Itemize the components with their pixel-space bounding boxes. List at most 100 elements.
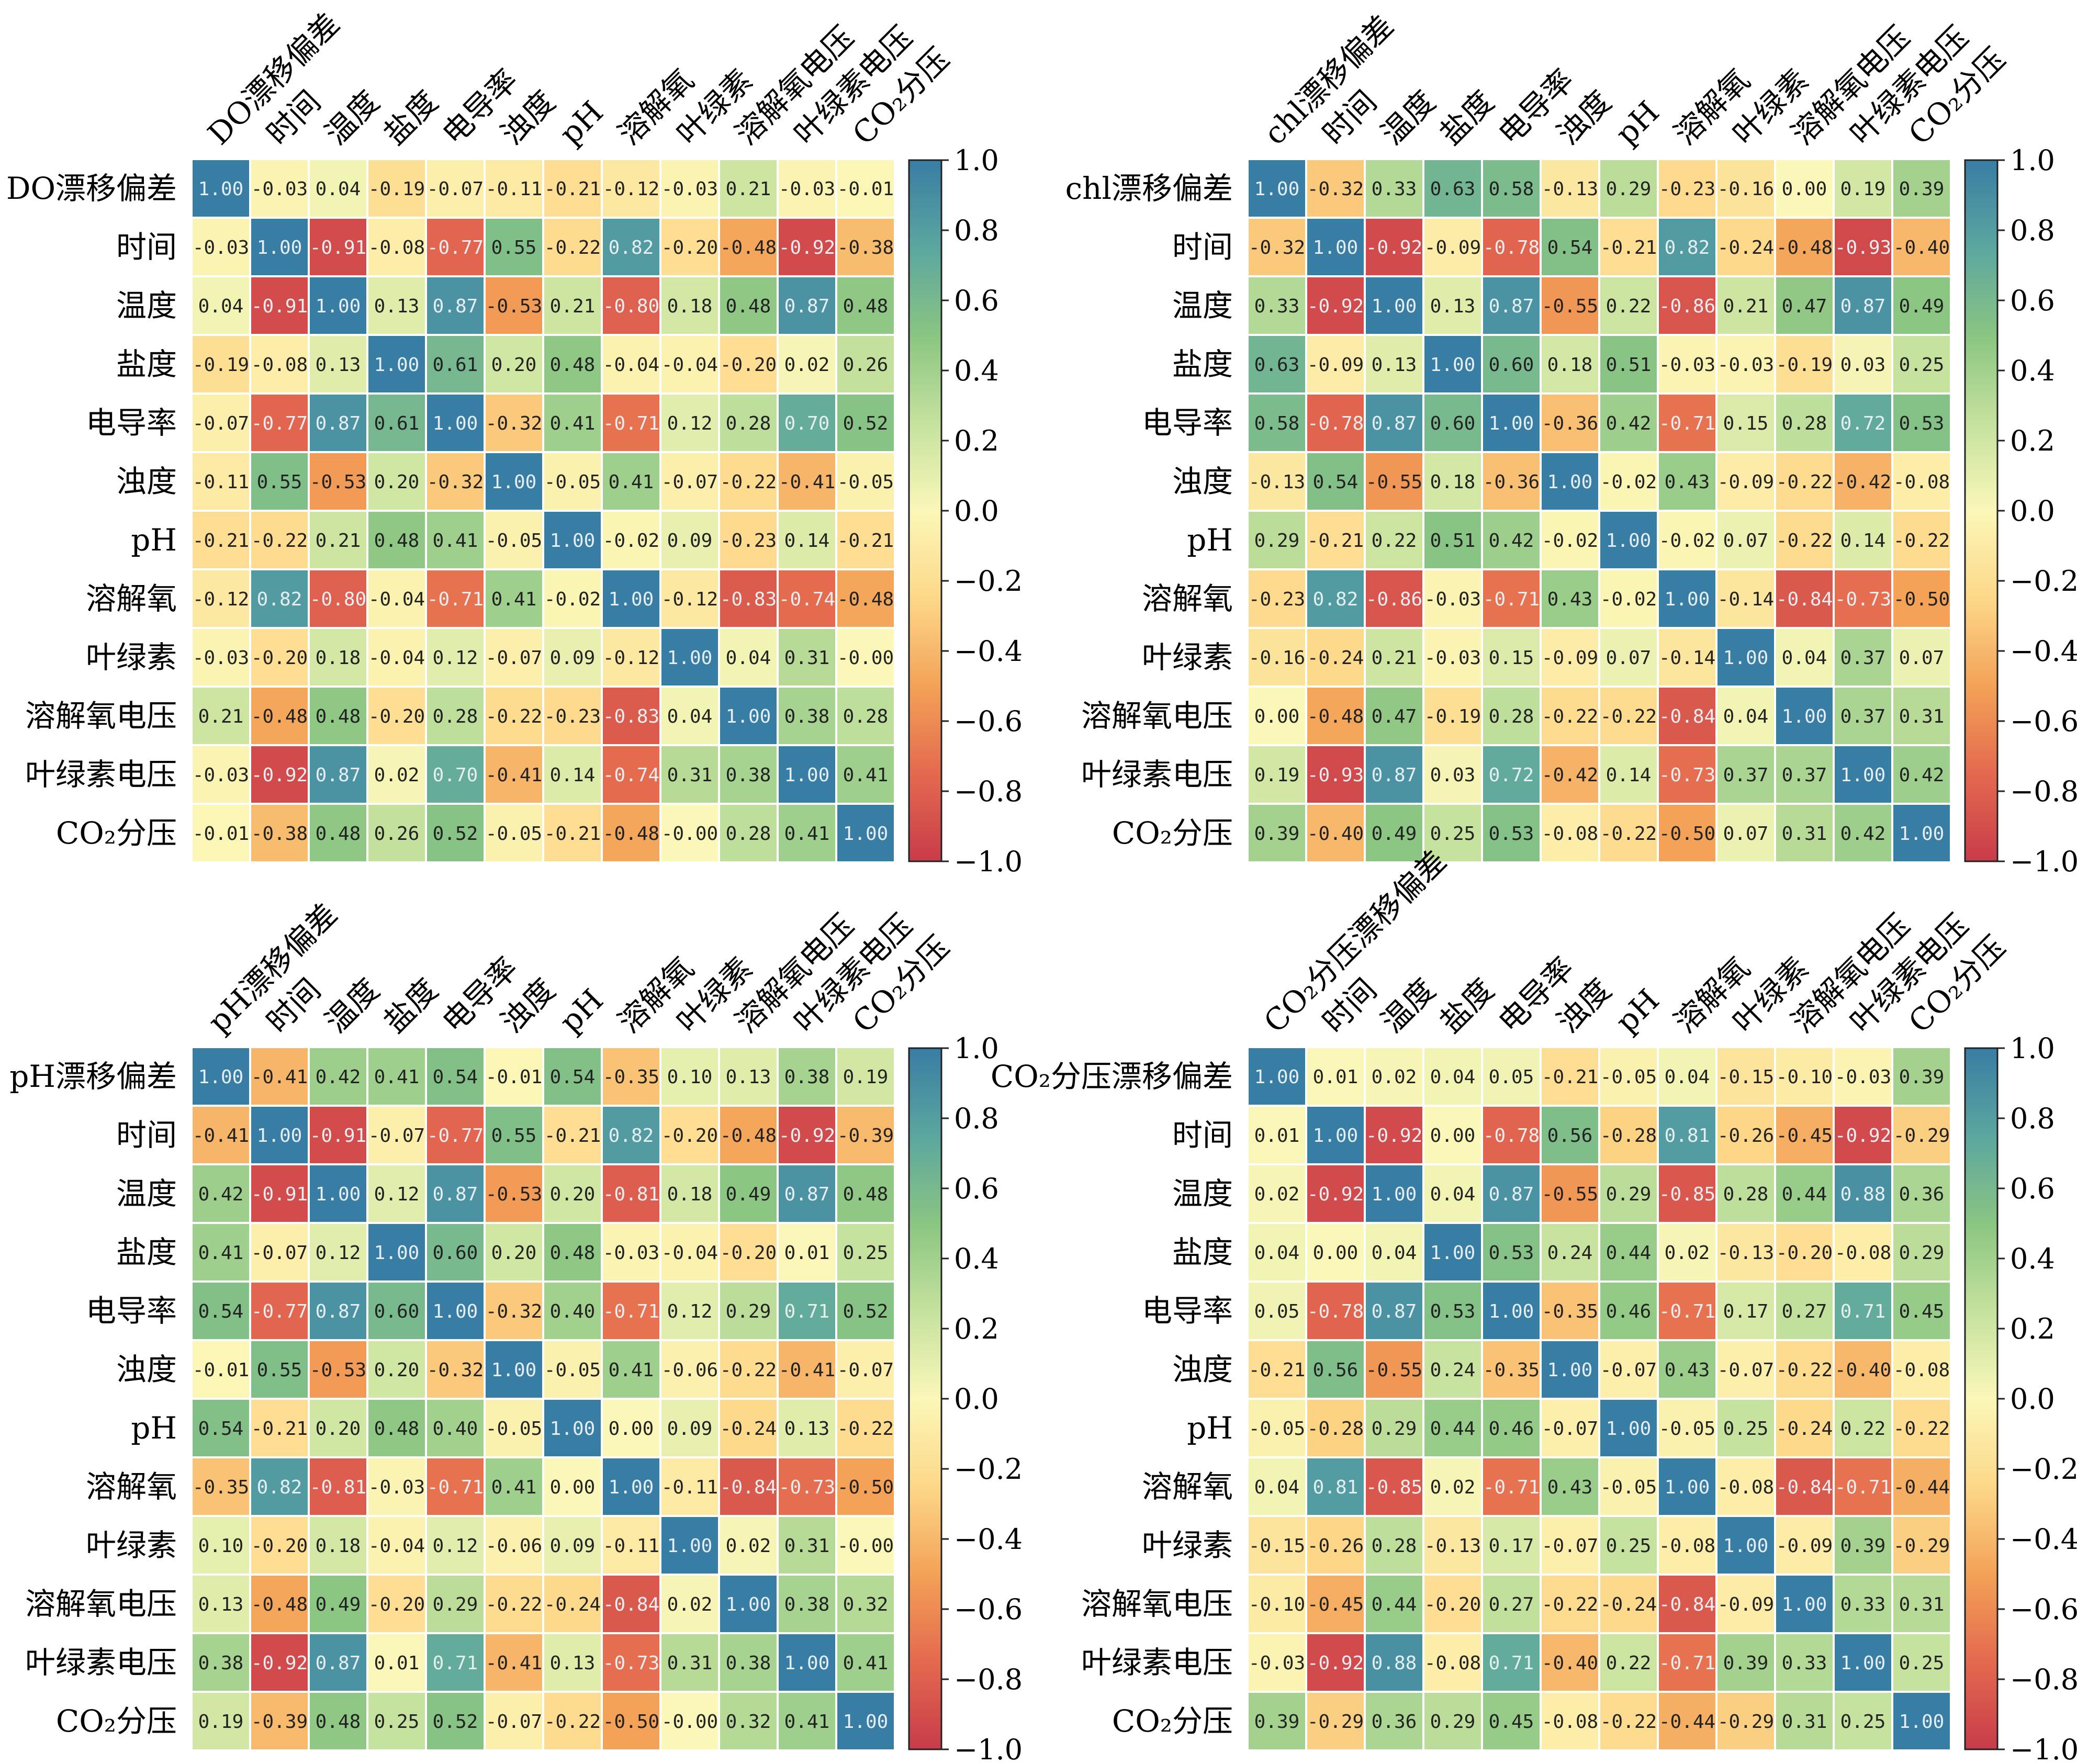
row-label: 叶绿素 [1142, 639, 1233, 675]
cell-value-label: 0.31 [1782, 823, 1827, 845]
heatmap-panel-4: 1.00 0.01 0.02 0.04 0.05 -0.21 -0.05 0.04 -0.15-… [991, 843, 2077, 1764]
cell-value-label: -0.91 [310, 237, 366, 259]
cell-value-label: -0.85 [1366, 1477, 1422, 1498]
cell-value-label: 0.82 [609, 237, 654, 259]
colorbar-tick-label: 0.4 [954, 354, 999, 387]
heatmap-cell [1774, 1574, 1835, 1634]
cell-value-label: 1.00 [784, 1653, 830, 1674]
heatmap-cell [1422, 568, 1483, 629]
cell-value-label: 0.40 [433, 1418, 478, 1440]
row-label: DO漂移偏差 [6, 171, 177, 206]
cell-value-label: 0.72 [1840, 413, 1886, 434]
colorbar-tick-label: 0.2 [954, 1312, 999, 1345]
colorbar-tick-label: 0.0 [954, 495, 999, 527]
cell-value-label: -0.48 [603, 823, 659, 845]
heatmap-cell [1364, 1398, 1424, 1458]
cell-value-label: 0.70 [784, 413, 830, 434]
cell-value-label: -0.07 [1542, 1535, 1598, 1557]
heatmap-cell [484, 1456, 544, 1517]
cell-value-label: 0.01 [374, 1653, 420, 1674]
colorbar-gradient [908, 1047, 942, 1750]
cell-value-label: 0.25 [1723, 1418, 1769, 1440]
cell-value-label: -0.22 [486, 706, 542, 727]
cell-value-label: 0.60 [1489, 354, 1534, 376]
heatmap-cell [484, 334, 544, 395]
cell-value-label: -0.80 [603, 296, 659, 317]
heatmap-cell [1833, 1691, 1893, 1751]
heatmap-cell [249, 744, 310, 805]
column-label: 盐度 [1433, 972, 1501, 1040]
cell-value-label: -0.39 [837, 1125, 894, 1147]
colorbar-tick-label: −0.2 [2010, 1453, 2077, 1486]
cell-value-label: -0.71 [603, 1301, 659, 1322]
cell-value-label: -0.71 [1659, 1301, 1715, 1322]
cell-value-label: 0.48 [316, 706, 361, 727]
cell-value-label: -0.03 [1249, 1653, 1305, 1674]
heatmap-cell [659, 1398, 720, 1458]
heatmap-cell [1598, 334, 1659, 395]
row-label: 叶绿素电压 [1081, 757, 1233, 792]
cell-value-label: -0.32 [1307, 178, 1364, 200]
cell-value-label: 0.49 [1899, 296, 1945, 317]
colorbar-tick-label: −1.0 [2010, 845, 2077, 878]
heatmap-cell [1247, 275, 1307, 336]
cell-value-label: 0.44 [1372, 1594, 1417, 1615]
heatmap-cell [1481, 1456, 1542, 1517]
cell-value-label: 0.14 [550, 765, 596, 786]
cell-value-label: 0.46 [1489, 1418, 1534, 1440]
heatmap-cell [659, 1105, 720, 1165]
colorbar-tick-label: −0.4 [2010, 635, 2077, 668]
cell-value-label: -0.21 [1542, 1066, 1598, 1088]
cell-value-label: 1.00 [609, 1477, 654, 1498]
cell-value-label: 0.41 [433, 530, 478, 552]
cell-value-label: -0.03 [779, 178, 835, 200]
row-label: pH漂移偏差 [9, 1059, 177, 1094]
heatmap-cell [1364, 1222, 1424, 1283]
heatmap-cell [1891, 451, 1952, 512]
cell-value-label: 0.49 [316, 1594, 361, 1615]
colorbar-tick-label: −1.0 [954, 1733, 1023, 1764]
cell-value-label: -0.71 [1835, 1477, 1891, 1498]
heatmap-cell [1833, 1105, 1893, 1165]
heatmap-cell [1715, 1398, 1776, 1458]
cell-value-label: -0.21 [544, 178, 601, 200]
cell-value-label: 0.21 [316, 530, 361, 552]
cell-value-label: 0.87 [784, 296, 830, 317]
cell-value-label: 0.19 [198, 1711, 244, 1733]
cell-value-label: 0.28 [843, 706, 889, 727]
heatmap-cell [718, 158, 779, 219]
row-label: 时间 [116, 229, 177, 265]
heatmap-cell [425, 392, 486, 453]
cell-value-label: 0.20 [491, 1242, 537, 1264]
cell-value-label: 0.48 [316, 1711, 361, 1733]
column-label: 温度 [318, 972, 386, 1040]
cell-value-label: 0.13 [374, 296, 420, 317]
heatmap-cell [1657, 1046, 1717, 1107]
cell-value-label: -0.83 [720, 589, 777, 610]
cell-value-label: 0.87 [316, 413, 361, 434]
heatmap-cell [249, 392, 310, 453]
heatmap-cell [718, 1222, 779, 1283]
heatmap-cell [777, 568, 837, 629]
heatmap-cell [542, 686, 603, 746]
cell-value-label: -0.71 [603, 413, 659, 434]
heatmap-cell [1891, 803, 1952, 863]
cell-value-label: -0.24 [544, 1594, 601, 1615]
cell-value-label: -0.50 [837, 1477, 894, 1498]
heatmap-cell [777, 217, 837, 277]
cell-value-label: -0.78 [1307, 1301, 1364, 1322]
cell-value-label: -0.74 [603, 765, 659, 786]
colorbar-tick-label: 0.6 [2010, 284, 2055, 317]
cell-value-label: -0.21 [1307, 530, 1364, 552]
cell-value-label: -0.55 [1542, 1184, 1598, 1205]
cell-value-label: 0.45 [1899, 1301, 1945, 1322]
cell-value-label: 0.29 [1254, 530, 1300, 552]
cell-value-label: 0.48 [843, 1184, 889, 1205]
cell-value-label: 0.39 [1723, 1653, 1769, 1674]
cell-value-label: -0.48 [1307, 706, 1364, 727]
cell-value-label: -0.20 [368, 1594, 425, 1615]
row-label: 叶绿素电压 [25, 1645, 177, 1680]
cell-value-label: -0.04 [368, 589, 425, 610]
cell-value-label: 0.54 [198, 1418, 244, 1440]
